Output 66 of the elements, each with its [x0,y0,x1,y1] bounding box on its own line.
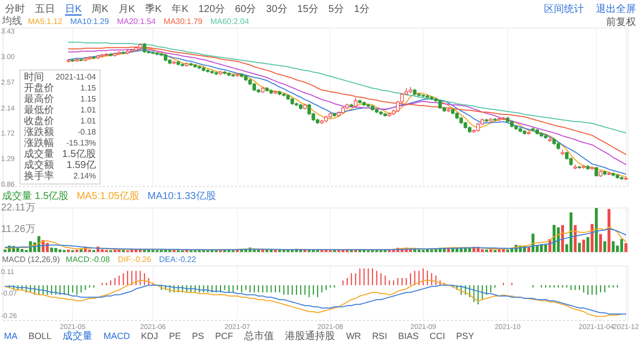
annotation: -15.13% [66,138,96,148]
text: CCI [430,331,446,341]
annotation: 前复权 [606,16,636,28]
text: KDJ [141,331,158,341]
text: 总市值 [243,330,274,342]
text: 1分 [354,3,370,15]
annotation: 成交量 [24,148,54,160]
annotation: 涨跌幅 [24,137,54,150]
text: 五日 [35,4,55,15]
annotation: 成交额 [24,159,54,172]
text: RSI [372,331,388,341]
text: 15分 [297,3,318,15]
text: 分时 [5,3,25,15]
text: 港股通持股 [285,330,336,342]
chart-title: MACD (12,26,9) [2,255,60,264]
text: MACD [104,331,131,341]
annotation: 1.15 [80,84,97,93]
annotation: 1.15 [80,94,97,104]
text: MA30:1.79 [164,17,203,26]
text: MA5:1.12 [28,17,63,26]
text: PCF [215,331,234,341]
annotation: 时间 [24,71,44,84]
text: BOLL [28,331,52,341]
text: 120分 [198,3,226,15]
annotation: 1.59亿 [66,160,96,172]
text: 5分 [328,3,344,15]
text: PSY [456,331,474,341]
text: 区间统计 [544,3,584,15]
annotation: 最低价 [24,104,54,116]
annotation: 最高价 [24,93,54,106]
text: 年K [172,3,189,15]
text: PS [192,331,204,341]
y-tick-label: 22.11万 [1,202,36,214]
text: DIF:-0.26 [118,255,152,264]
text: MA20:1.54 [116,17,156,26]
text: MA5:1.05亿股 [76,191,140,202]
text: 60分 [235,3,256,15]
text: MA10:1.33亿股 [148,191,216,202]
text: PE [169,331,182,341]
annotation: 开盘价 [24,82,54,94]
y-tick-label: 11.26万 [1,224,36,236]
text: WR [346,331,362,341]
annotation: 涨跌额 [24,126,54,138]
text: 30分 [266,3,288,15]
text: MA10:1.29 [70,17,110,26]
annotation: 换手率 [24,170,54,182]
text: MA [4,331,18,341]
chart-title: 均线 [1,15,22,27]
text: 季K [145,3,162,15]
text: 月K [118,4,136,15]
text: BIAS [398,331,419,341]
annotation: 2.14% [73,172,96,181]
annotation: 收盘价 [24,115,54,128]
series-label: MACD:-0.08 [66,255,110,264]
annotation: 1.01 [80,116,97,126]
text: DEA:-0.22 [159,255,197,264]
text: 退出全屏 [596,3,636,15]
text: 日K [65,4,82,15]
annotation: 1.5亿股 [62,149,96,160]
text: 成交量 1.5亿股 [2,190,69,202]
text: 成交量 [62,330,93,342]
text: 周K [92,4,109,15]
annotation: 1.01 [80,106,97,115]
annotation: 2021-11-04 [56,72,97,82]
annotation: -0.18 [78,128,97,137]
text: MA60:2.04 [210,17,250,26]
